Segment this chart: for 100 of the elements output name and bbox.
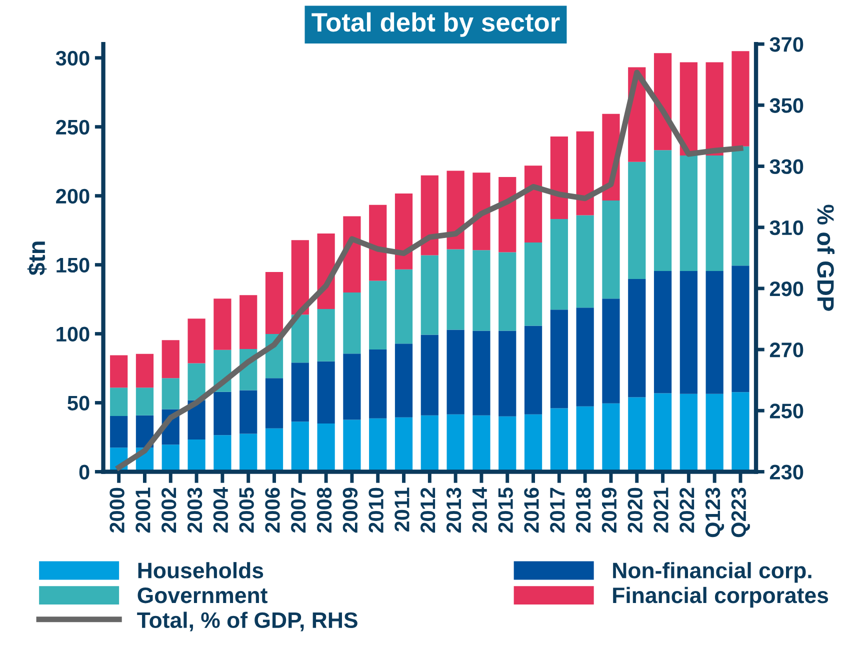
bar (291, 240, 309, 315)
bar (369, 280, 387, 350)
bar (472, 172, 490, 250)
y2-tick-label: 230 (770, 464, 804, 480)
bar (498, 177, 516, 252)
legend-label: Financial corporates (613, 586, 828, 608)
bar (291, 422, 309, 472)
bar (343, 292, 361, 354)
bar (654, 393, 672, 472)
x-tick-label: 2021 (654, 488, 668, 533)
bar (214, 392, 232, 436)
x-tick-label: 2010 (368, 488, 384, 533)
bar (706, 271, 724, 394)
bar (498, 416, 516, 472)
x-tick-label: 2020 (628, 488, 642, 533)
y2-tick-label: 370 (770, 37, 804, 52)
x-tick-label: 2019 (602, 488, 617, 533)
bar (680, 156, 698, 272)
y2-axis-title: % of GDP (817, 204, 835, 311)
bar (317, 361, 335, 424)
bar (420, 415, 438, 472)
y-axis-title: $tn (27, 242, 47, 276)
bar (576, 215, 594, 308)
bar (110, 355, 128, 388)
bar (576, 131, 594, 216)
x-tick-label: 2017 (550, 488, 565, 533)
bar (446, 249, 464, 330)
bar (110, 388, 128, 416)
bar (162, 378, 180, 410)
x-tick-label: Q223 (731, 488, 750, 538)
bar (240, 295, 258, 349)
bar (524, 242, 542, 326)
bar (628, 397, 646, 472)
bar (214, 435, 232, 472)
y-tick-label: 100 (56, 326, 90, 342)
bar (654, 271, 672, 394)
bar (369, 204, 387, 281)
bar (628, 279, 646, 398)
x-tick-label: 2011 (394, 488, 410, 532)
bar (240, 434, 258, 472)
x-tick-label: 2013 (446, 488, 462, 533)
bar (446, 170, 464, 250)
y-tick-label: 50 (68, 396, 90, 411)
x-tick-label: Q123 (705, 488, 724, 538)
bar (680, 62, 698, 156)
bar (188, 439, 206, 472)
bar (343, 420, 361, 472)
bar (446, 414, 464, 472)
bar (420, 334, 438, 416)
bar (550, 219, 568, 310)
bar (188, 318, 206, 364)
bar (602, 200, 620, 299)
x-tick-label: 2009 (342, 488, 358, 533)
x-tick-label: 2012 (420, 488, 436, 533)
bar (472, 250, 490, 331)
bar (110, 416, 128, 448)
y-tick-label: 250 (56, 120, 90, 135)
bar (472, 415, 490, 472)
bar (265, 428, 284, 472)
bar (369, 350, 387, 418)
chart-title: Total debt by sector (312, 12, 560, 37)
bar (291, 362, 309, 422)
y2-tick-label: 350 (770, 98, 804, 113)
bar (498, 330, 516, 416)
bar (576, 406, 594, 472)
bar (602, 298, 620, 404)
bar (550, 136, 568, 219)
legend-label: Total, % of GDP, RHS (137, 612, 358, 632)
bar (136, 354, 154, 388)
x-tick-label: 2000 (110, 488, 124, 533)
x-tick-label: 2001 (136, 488, 150, 533)
bar (369, 418, 387, 472)
bar (732, 146, 750, 266)
bar (265, 272, 284, 334)
bar (317, 308, 335, 362)
x-tick-label: 2006 (265, 488, 280, 533)
y-tick-label: 150 (56, 258, 90, 273)
bar (188, 363, 206, 400)
bar (550, 408, 568, 472)
y-tick-label: 300 (56, 50, 90, 66)
x-tick-label: 2016 (524, 488, 539, 533)
x-tick-label: 2014 (472, 487, 488, 533)
legend-label: Non-financial corp. (613, 562, 812, 583)
x-tick-label: 2002 (161, 488, 176, 533)
bar (162, 340, 180, 378)
y-tick-label: 0 (79, 464, 90, 480)
bar (420, 255, 438, 335)
bar (240, 390, 258, 434)
x-tick-label: 2007 (290, 488, 306, 533)
bar (732, 266, 750, 392)
bar (394, 344, 413, 418)
bar (498, 252, 516, 331)
y2-tick-label: 310 (770, 220, 804, 236)
bar (265, 378, 284, 428)
bar (680, 271, 698, 394)
y2-tick-label: 250 (770, 404, 804, 418)
bar (291, 314, 309, 363)
bar (446, 330, 464, 414)
y2-tick-label: 270 (770, 342, 804, 358)
bar (524, 414, 542, 472)
